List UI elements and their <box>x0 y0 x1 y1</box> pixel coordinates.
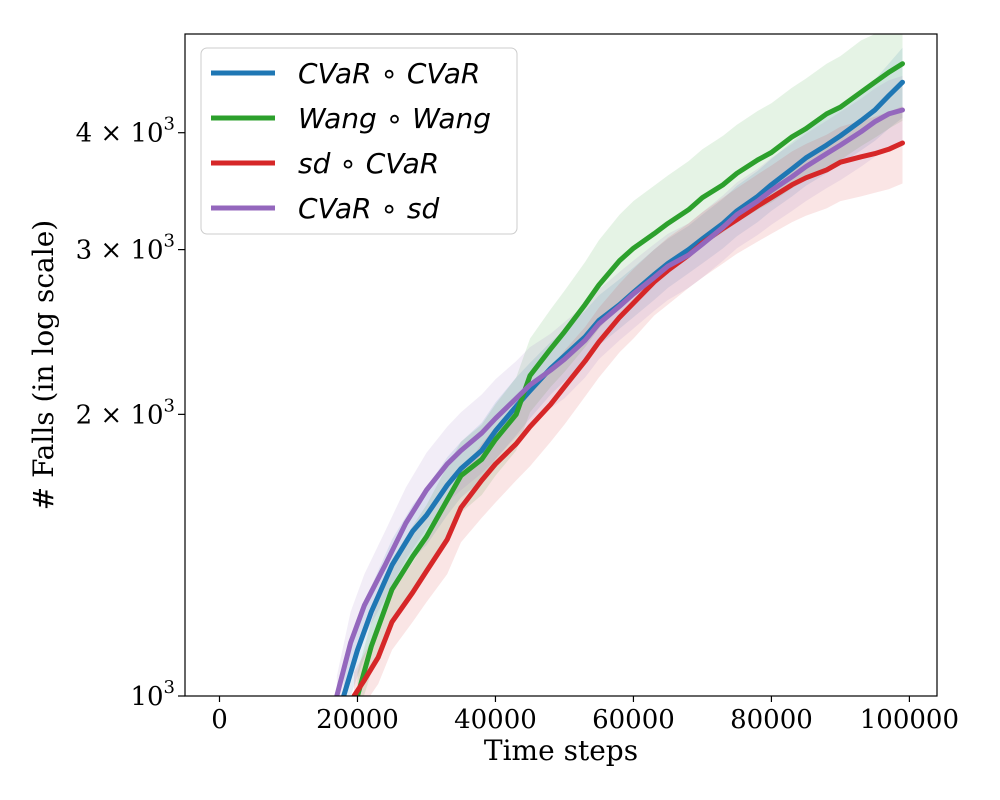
x-axis-ticks: 0 20000 40000 60000 80000 100000 <box>211 696 959 735</box>
y-axis-ticks: 103 2 × 103 3 × 103 4 × 103 <box>76 114 185 712</box>
legend-box <box>200 47 518 235</box>
y-axis-label: # Falls (in log scale) <box>27 220 60 510</box>
x-tick-label: 100000 <box>860 705 959 735</box>
legend-label-cvar-sd: CVaR ∘ sd <box>298 192 439 225</box>
band-cvar-sd <box>336 75 903 696</box>
x-tick-label: 20000 <box>316 705 399 735</box>
legend-label-wang-wang: Wang ∘ Wang <box>298 102 491 135</box>
y-tick-label: 3 × 103 <box>76 231 175 266</box>
series-line-sd-cvar <box>351 140 905 696</box>
series-lines <box>334 61 905 696</box>
legend: CVaR ∘ CVaR Wang ∘ Wang sd ∘ CVaR CVaR ∘ sd <box>200 47 518 235</box>
y-tick-label: 4 × 103 <box>76 114 175 149</box>
legend-label-sd-cvar: sd ∘ CVaR <box>298 147 439 180</box>
band-cvar-cvar <box>343 47 903 696</box>
x-tick-label: 40000 <box>454 705 537 735</box>
legend-label-cvar-cvar: CVaR ∘ CVaR <box>298 57 480 90</box>
series-line-wang-wang <box>355 61 905 696</box>
band-sd-cvar <box>354 106 903 696</box>
x-tick-label: 60000 <box>592 705 675 735</box>
y-tick-label: 2 × 103 <box>76 395 175 430</box>
series-line-cvar-sd <box>334 107 905 696</box>
x-tick-label: 80000 <box>730 705 813 735</box>
y-tick-label: 103 <box>130 677 175 712</box>
plot-frame <box>184 33 938 697</box>
x-tick-label: 0 <box>211 705 228 735</box>
x-axis-label: Time steps <box>484 734 638 767</box>
